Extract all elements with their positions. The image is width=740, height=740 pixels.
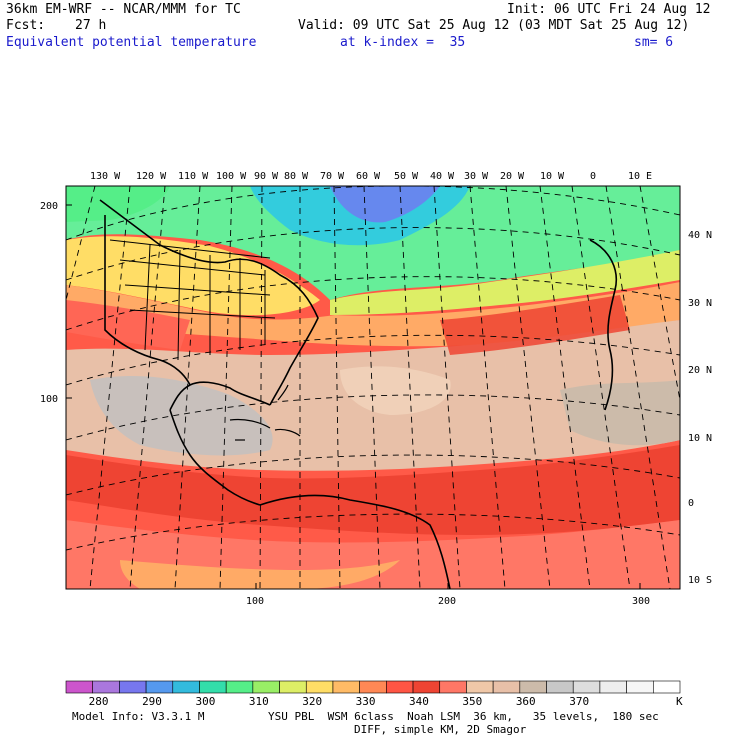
lon-label: 60 W	[356, 171, 381, 182]
lon-label: 100 W	[216, 171, 247, 182]
colorbar-label: 280	[89, 695, 109, 708]
colorbar-swatch	[332, 680, 360, 694]
smoothing-info: sm= 6	[634, 35, 674, 50]
map-frame	[65, 185, 681, 590]
colorbar-label: 320	[302, 695, 322, 708]
init-time: Init: 06 UTC Fri 24 Aug 12	[507, 2, 711, 17]
diffusion-info: DIFF, simple KM, 2D Smagor	[354, 723, 527, 736]
colorbar-swatch	[492, 680, 521, 694]
lat-label: 10 N	[688, 433, 712, 444]
grid-x-label-200: 200	[438, 596, 456, 607]
colorbar-label: 340	[409, 695, 429, 708]
lon-label: 90 W	[254, 171, 279, 182]
graticule	[66, 186, 680, 589]
lon-label: 10 E	[628, 171, 652, 182]
colorbar-swatch	[386, 680, 414, 694]
colorbar-swatch	[172, 680, 200, 694]
lon-label: 50 W	[394, 171, 419, 182]
colorbar-swatch	[519, 680, 547, 694]
colorbar-labels: 280 290 300 310 320 330 340 350 360 370	[89, 695, 589, 708]
grid-x-label-100: 100	[246, 596, 264, 607]
colorbar	[65, 680, 681, 694]
lat-label: 30 N	[688, 298, 712, 309]
lat-label: 40 N	[688, 230, 712, 241]
valid-time: Valid: 09 UTC Sat 25 Aug 12 (03 MDT Sat …	[298, 18, 690, 33]
lat-label: 20 N	[688, 365, 712, 376]
lon-label: 120 W	[136, 171, 167, 182]
grid-x-label-300: 300	[632, 596, 650, 607]
colorbar-swatch	[439, 680, 467, 694]
colorbar-label: 350	[462, 695, 482, 708]
colorbar-label: 310	[249, 695, 269, 708]
coastlines	[99, 199, 617, 589]
lon-label: 30 W	[464, 171, 489, 182]
latitude-labels: 40 N 30 N 20 N 10 N 0 10 S	[688, 230, 712, 586]
colorbar-swatch	[119, 680, 147, 694]
colorbar-swatch	[279, 680, 307, 694]
longitude-labels: 130 W 120 W 110 W 100 W 90 W 80 W 70 W 60 W 50 W…	[90, 171, 652, 182]
lon-label: 40 W	[430, 171, 455, 182]
colorbar-swatch	[412, 680, 441, 694]
colorbar-swatch	[92, 680, 120, 694]
lon-label: 70 W	[320, 171, 345, 182]
lat-label: 0	[688, 498, 694, 509]
model-info: Model Info: V3.3.1 M	[72, 710, 205, 723]
colorbar-swatch	[145, 680, 174, 694]
lon-label: 10 W	[540, 171, 565, 182]
colorbar-swatch	[65, 680, 93, 694]
colorbar-swatch	[305, 680, 334, 694]
colorbar-label: 290	[142, 695, 162, 708]
colorbar-swatch	[359, 680, 387, 694]
colorbar-swatch	[572, 680, 601, 694]
grid-y-label-100: 100	[40, 394, 58, 405]
forecast-label: Fcst:	[6, 18, 46, 33]
colorbar-swatch	[199, 680, 227, 694]
lon-label: 0	[590, 171, 596, 182]
colorbar-swatch	[466, 680, 494, 694]
field-name: Equivalent potential temperature	[6, 35, 257, 50]
colorbar-swatch	[653, 680, 681, 694]
forecast-hour: 27 h	[75, 18, 107, 33]
colorbar-swatch	[225, 680, 254, 694]
theta-e-field	[66, 186, 680, 589]
colorbar-swatch	[626, 680, 654, 694]
colorbar-swatch	[252, 680, 280, 694]
grid-y-label-200: 200	[40, 201, 58, 212]
lon-label: 110 W	[178, 171, 209, 182]
lon-label: 20 W	[500, 171, 525, 182]
colorbar-label: 330	[356, 695, 376, 708]
colorbar-label: 300	[195, 695, 215, 708]
colorbar-swatch	[546, 680, 574, 694]
frame-ticks	[66, 204, 641, 589]
lat-label: 10 S	[688, 575, 712, 586]
lon-label: 130 W	[90, 171, 121, 182]
level-info: at k-index = 35	[340, 35, 466, 50]
lon-label: 80 W	[284, 171, 309, 182]
colorbar-label: 360	[516, 695, 536, 708]
political-borders	[109, 239, 276, 361]
colorbar-swatch	[599, 680, 627, 694]
physics-info: YSU PBL WSM 6class Noah LSM 36 km, 35 le…	[268, 710, 659, 723]
colorbar-unit: K	[676, 695, 683, 708]
model-title: 36km EM-WRF -- NCAR/MMM for TC	[6, 2, 241, 17]
colorbar-label: 370	[569, 695, 589, 708]
